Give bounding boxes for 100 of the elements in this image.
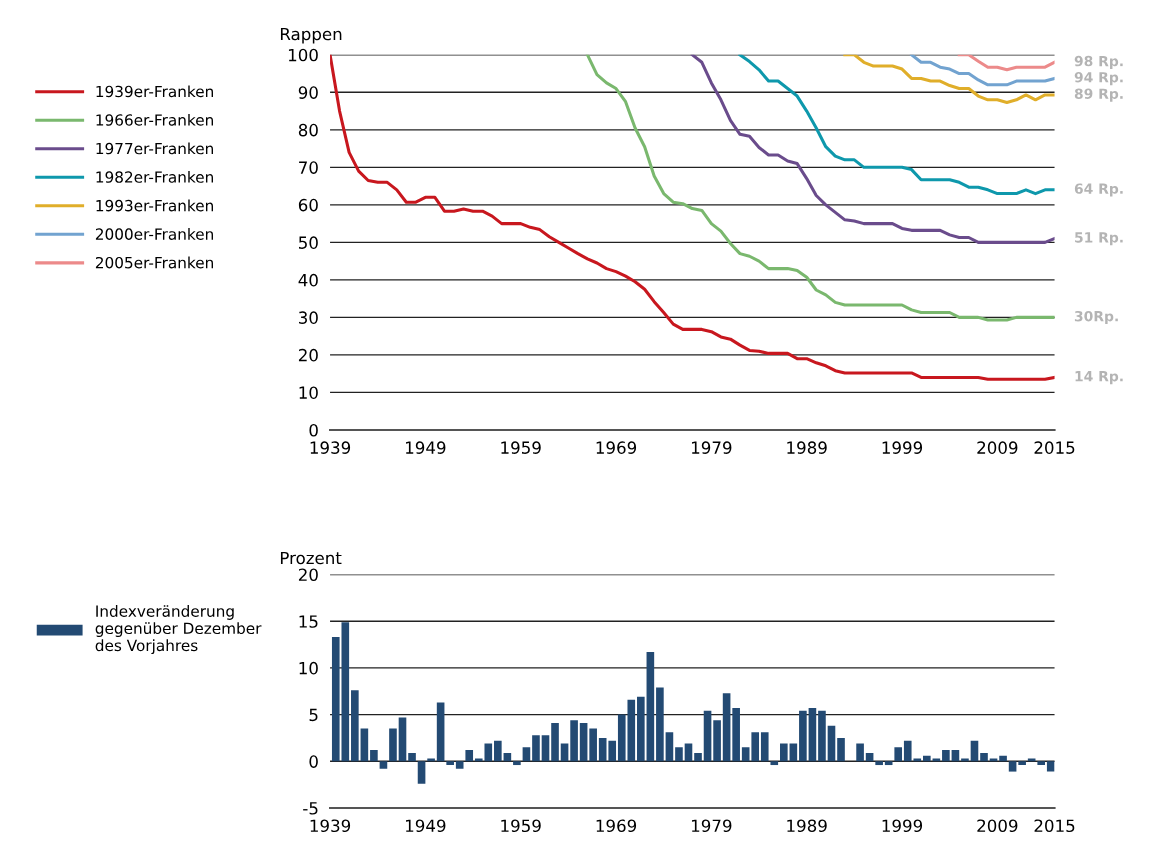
bar	[541, 735, 550, 762]
line-series	[690, 54, 1055, 244]
bar	[408, 752, 416, 762]
bar	[417, 761, 426, 784]
legend-label: 1977er-Franken	[96, 142, 213, 155]
y-tick-label: 70	[299, 161, 318, 174]
line-series	[738, 54, 1055, 196]
bar	[942, 750, 950, 762]
x-tick-label: 2009	[977, 819, 1018, 833]
bar	[780, 743, 788, 762]
y-tick-label: 40	[298, 273, 318, 287]
bar	[799, 710, 807, 762]
y-axis-title: Rappen	[280, 27, 342, 44]
bar	[360, 728, 369, 762]
legend-label: Indexveränderung gegenüber Dezember des Vorjahres	[95, 605, 262, 655]
bar	[703, 710, 712, 762]
bar	[589, 728, 597, 762]
line-series	[330, 54, 1055, 381]
bar	[827, 725, 836, 762]
bar	[808, 708, 817, 762]
y-tick-label: 60	[298, 198, 318, 212]
bar	[570, 720, 578, 762]
bar	[379, 761, 388, 769]
bar	[951, 750, 960, 762]
bar	[837, 737, 845, 762]
y-axis-title: Prozent	[280, 551, 342, 565]
x-tick-label: 1939	[310, 819, 351, 833]
y-tick-label: 10	[299, 386, 318, 399]
bar	[446, 761, 454, 766]
x-tick-label: 1989	[787, 441, 827, 454]
bar	[875, 761, 883, 766]
bar	[923, 755, 931, 762]
legend-label: 2000er-Franken	[95, 228, 213, 240]
text: 89 Rp.	[1074, 88, 1123, 102]
bar	[1018, 761, 1026, 766]
text: 94 Rp.	[1074, 71, 1123, 86]
x-tick-label: 1989	[787, 819, 827, 833]
x-tick-label: 1999	[882, 819, 923, 833]
x-tick-label: 2015	[1034, 819, 1075, 833]
line-series	[910, 54, 1055, 87]
bar	[1008, 761, 1017, 772]
bar	[551, 723, 559, 762]
bar	[465, 750, 474, 762]
text: 98 Rp.	[1074, 55, 1123, 70]
bar	[351, 690, 359, 762]
text: 14 Rp.	[1075, 371, 1123, 385]
x-tick-label: 1959	[501, 441, 541, 454]
line-series	[843, 54, 1055, 104]
x-tick-label: 1949	[406, 819, 446, 833]
y-tick-label: 15	[299, 615, 318, 628]
x-tick-label: 1949	[406, 441, 446, 454]
bar	[579, 723, 588, 762]
x-tick-label: 1999	[882, 441, 923, 454]
bar	[999, 755, 1007, 762]
bar	[436, 702, 445, 762]
bar	[722, 693, 731, 762]
x-tick-label: 1939	[310, 441, 351, 454]
legend-label: 1982er-Franken	[96, 171, 213, 183]
bar	[884, 761, 893, 766]
x-tick-label: 1969	[596, 819, 637, 833]
bar	[894, 747, 903, 762]
x-tick-label: 1979	[691, 441, 732, 454]
y-tick-label: 20	[298, 348, 318, 362]
bar	[751, 732, 760, 762]
y-tick-label: 80	[298, 123, 318, 137]
bar	[522, 747, 531, 762]
bar	[637, 696, 645, 762]
bar	[455, 761, 464, 769]
bar	[741, 747, 750, 762]
line-series	[585, 54, 1055, 322]
bar	[513, 761, 521, 766]
bar	[656, 687, 664, 762]
y-tick-label: 90	[298, 86, 318, 99]
y-tick-label: 10	[299, 661, 318, 675]
line-series	[957, 54, 1055, 72]
bar	[398, 717, 407, 762]
legend-label: 1993er-Franken	[96, 199, 213, 212]
x-tick-label: 1959	[501, 819, 541, 833]
legend-label: 1939er-Franken	[96, 85, 213, 98]
bar	[389, 728, 397, 762]
x-tick-label: 2009	[977, 441, 1018, 454]
legend-label: 1966er-Franken	[96, 113, 213, 126]
y-tick-label: 5	[309, 708, 318, 722]
bar	[818, 710, 826, 762]
x-tick-label: 1979	[691, 819, 732, 833]
y-tick-label: 100	[288, 48, 318, 62]
y-tick-label: 20	[298, 568, 318, 582]
bar	[760, 732, 769, 762]
bar	[713, 720, 721, 762]
bar	[1046, 761, 1055, 772]
bar	[675, 747, 683, 762]
x-tick-label: 2015	[1034, 441, 1075, 454]
y-tick-label: -5	[303, 802, 318, 815]
bar	[980, 752, 988, 762]
text: 30Rp.	[1074, 310, 1118, 325]
bar	[770, 761, 779, 766]
text: 64 Rp.	[1074, 183, 1123, 197]
legend-label: 2005er-Franken	[95, 256, 213, 269]
y-tick-label: 50	[299, 236, 318, 249]
bar	[856, 743, 864, 762]
